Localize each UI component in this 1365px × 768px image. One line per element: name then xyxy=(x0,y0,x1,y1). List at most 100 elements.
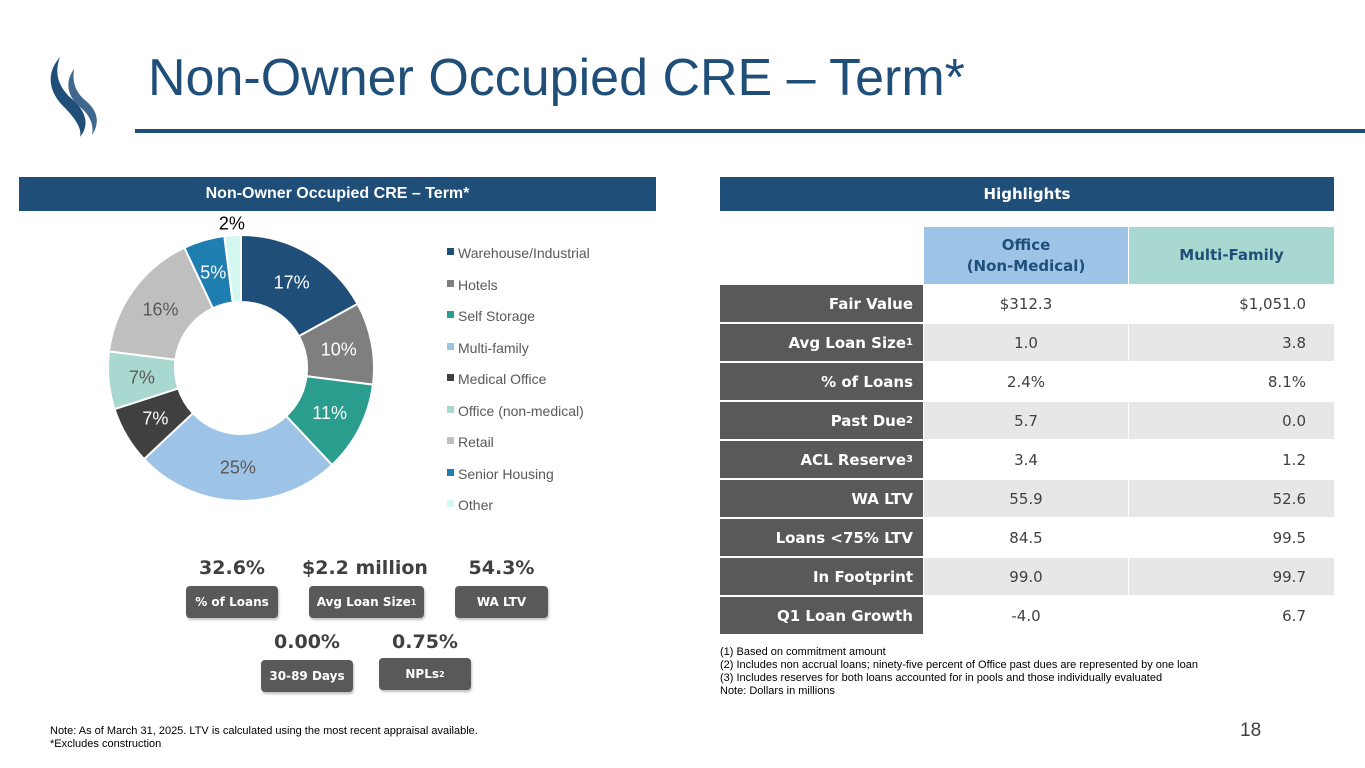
cell-office: 1.0 xyxy=(924,324,1128,361)
stat-pill-text: NPLs xyxy=(405,667,440,681)
cell-multifamily: 1.2 xyxy=(1282,450,1306,469)
legend-item: Hotels xyxy=(447,275,590,307)
cell-office: $312.3 xyxy=(999,294,1053,313)
legend-item: Senior Housing xyxy=(447,464,590,496)
legend-label: Senior Housing xyxy=(458,465,554,482)
stat-pill-text: 30-89 Days xyxy=(269,669,345,683)
row-label-text: WA LTV xyxy=(851,489,913,508)
row-label: Past Due 2 xyxy=(720,402,923,439)
table-row: Q1 Loan Growth -4.0 6.7 xyxy=(720,597,1334,634)
cell-multifamily: 8.1% xyxy=(1267,372,1306,391)
cell-multifamily: 99.7 xyxy=(1129,558,1334,595)
slice-label: 7% xyxy=(129,367,155,387)
cell-multifamily: 6.7 xyxy=(1282,606,1306,625)
table-row: In Footprint 99.0 99.7 xyxy=(720,558,1334,595)
legend-item: Retail xyxy=(447,432,590,464)
page-title: Non-Owner Occupied CRE – Term* xyxy=(148,49,965,107)
legend-label: Retail xyxy=(458,434,494,450)
cell-multifamily: $1,051.0 xyxy=(1239,294,1306,313)
row-label-text: Fair Value xyxy=(828,294,913,313)
slice-label: 11% xyxy=(312,403,347,423)
legend-swatch xyxy=(447,311,454,318)
legend-label: Medical Office xyxy=(458,371,547,387)
stat-wa-ltv-value: 54.3% xyxy=(468,557,535,579)
row-label-text: In Footprint xyxy=(812,567,913,586)
donut-slice xyxy=(142,411,334,502)
company-logo-icon xyxy=(50,57,97,137)
donut-chart: 17% 10% 11% 25% 7% 7% 16% 5% 2% xyxy=(107,213,375,502)
highlights-header: Highlights xyxy=(720,177,1334,211)
footnote: (2) Includes non accrual loans; ninety-f… xyxy=(720,659,1198,671)
row-label-text: % of Loans xyxy=(821,372,913,391)
table-row: Fair Value $312.3 $1,051.0 xyxy=(720,285,1334,322)
chart-legend: Warehouse/Industrial Hotels Self Storage… xyxy=(447,243,590,527)
legend-label: Self Storage xyxy=(458,308,536,324)
slice-label: 2% xyxy=(219,213,245,233)
footnote-ref: 2 xyxy=(906,415,913,426)
slice-label: 7% xyxy=(142,409,168,429)
column-header-line: (Non-Medical) xyxy=(966,256,1086,275)
legend-swatch xyxy=(447,279,454,287)
stat-npls-value: 0.75% xyxy=(392,631,458,653)
footnote-ref: 3 xyxy=(906,454,913,465)
cell-office: 2.4% xyxy=(1006,372,1046,391)
table-row: Past Due 2 5.7 0.0 xyxy=(720,402,1334,439)
legend-swatch xyxy=(447,374,454,381)
row-label: Q1 Loan Growth xyxy=(720,597,923,634)
legend-item: Office (non-medical) xyxy=(447,401,590,433)
bottom-note: *Excludes construction xyxy=(50,738,162,750)
column-header-multifamily: Multi-Family xyxy=(1129,227,1334,284)
row-label-text: Avg Loan Size xyxy=(788,333,907,352)
legend-swatch xyxy=(447,437,454,444)
stat-pill-text: WA LTV xyxy=(476,595,527,609)
legend-swatch xyxy=(447,468,454,476)
column-header-line: Office xyxy=(1001,235,1051,254)
footnote-ref: 1 xyxy=(906,337,913,348)
table-row: Avg Loan Size 1 1.0 3.8 xyxy=(720,324,1334,361)
cell-multifamily: 3.8 xyxy=(1129,324,1334,361)
column-header-office: Office (Non-Medical) xyxy=(924,227,1128,284)
stat-pct-loans-label: % of Loans xyxy=(186,586,278,618)
slice-label: 5% xyxy=(200,262,226,282)
row-label: Avg Loan Size 1 xyxy=(720,324,923,361)
legend-item: Multi-family xyxy=(447,338,590,370)
legend-item: Medical Office xyxy=(447,369,590,401)
stat-30-89-value: 0.00% xyxy=(274,631,340,653)
cell-office: -4.0 xyxy=(1011,606,1041,625)
cell-office: 3.4 xyxy=(1014,450,1038,469)
stat-pill-text: Avg Loan Size xyxy=(316,595,411,609)
table-row: Loans <75% LTV 84.5 99.5 xyxy=(720,519,1334,556)
row-label: In Footprint xyxy=(720,558,923,595)
stat-avg-loan-value: $2.2 million xyxy=(302,557,428,579)
legend-swatch xyxy=(447,405,454,413)
legend-label: Multi-family xyxy=(458,339,529,356)
stat-npls-label: NPLs 2 xyxy=(379,658,471,690)
cell-multifamily: 0.0 xyxy=(1129,402,1334,439)
footnote-ref: 1 xyxy=(410,597,417,607)
row-label: WA LTV xyxy=(720,480,923,517)
legend-label: Other xyxy=(458,497,494,513)
stat-pct-loans-value: 32.6% xyxy=(199,557,265,579)
page-number: 18 xyxy=(1240,720,1262,741)
row-label-text: Past Due xyxy=(830,411,907,430)
table-row: WA LTV 55.9 52.6 xyxy=(720,480,1334,517)
stat-wa-ltv-label: WA LTV xyxy=(455,586,548,618)
row-label-text: Q1 Loan Growth xyxy=(776,606,913,625)
row-label: Loans <75% LTV xyxy=(720,519,923,556)
legend-label: Warehouse/Industrial xyxy=(458,245,590,261)
cell-office: 55.9 xyxy=(924,480,1128,517)
row-label: Fair Value xyxy=(720,285,923,322)
row-label-text: Loans <75% LTV xyxy=(775,528,913,547)
row-label-text: ACL Reserve xyxy=(800,450,907,469)
footnote: Note: Dollars in millions xyxy=(720,685,835,697)
donut-slice xyxy=(223,233,242,304)
cell-multifamily: 52.6 xyxy=(1129,480,1334,517)
cell-office: 5.7 xyxy=(924,402,1128,439)
footnote: (3) Includes reserves for both loans acc… xyxy=(720,672,1163,684)
legend-swatch xyxy=(447,500,454,507)
legend-label: Office (non-medical) xyxy=(458,402,584,419)
slice-label: 25% xyxy=(220,457,256,477)
slice-label: 17% xyxy=(274,272,310,292)
table-row: ACL Reserve 3 3.4 1.2 xyxy=(720,441,1334,478)
cell-multifamily: 99.5 xyxy=(1272,528,1306,547)
